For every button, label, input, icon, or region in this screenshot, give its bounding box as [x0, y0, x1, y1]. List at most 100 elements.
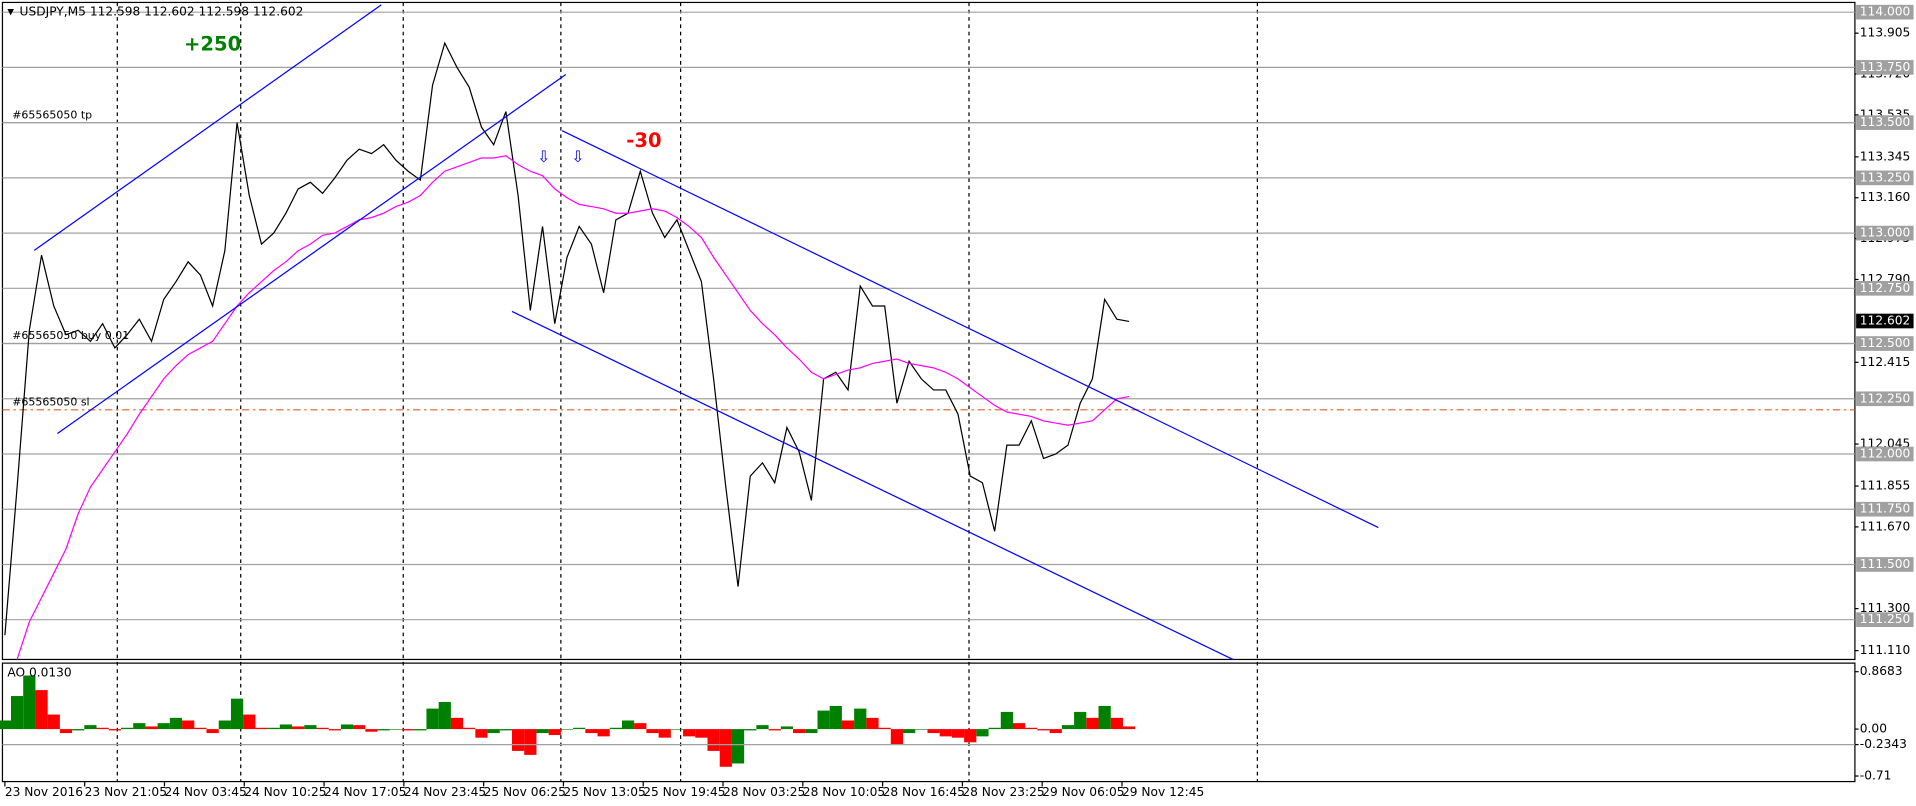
ao-bar — [426, 708, 439, 730]
ao-bar — [915, 729, 928, 730]
ao-bar — [646, 729, 659, 734]
ao-bar — [10, 696, 24, 730]
level-label: 111.750 — [1860, 502, 1910, 516]
ao-bar — [1122, 726, 1136, 730]
ao-bar — [683, 729, 696, 737]
ao-bar — [658, 729, 671, 738]
ao-bar — [1037, 729, 1050, 731]
y-tick-label: 113.345 — [1860, 149, 1910, 163]
ao-bar — [927, 729, 940, 734]
level-label: 113.500 — [1860, 115, 1910, 129]
level-label: 112.000 — [1860, 447, 1910, 461]
level-label: 113.750 — [1860, 60, 1910, 74]
ao-bar — [157, 723, 170, 730]
y-tick-label: 0.8683 — [1860, 664, 1903, 678]
ao-bar — [169, 717, 183, 730]
y-tick-label: 111.855 — [1860, 479, 1910, 493]
levels: #65565050 tp #65565050 buy 0.01 #65565050 … — [2, 11, 1855, 621]
x-tick-label: 28 Nov 23:25 — [962, 785, 1044, 799]
x-tick-label: 24 Nov 23:45 — [404, 785, 486, 799]
ao-bar — [292, 726, 305, 730]
ao-bar — [511, 729, 525, 751]
ao-bar — [402, 729, 415, 731]
ao-bar — [609, 727, 622, 730]
ao-bar — [988, 727, 1001, 730]
channel-line — [57, 73, 567, 435]
level-box — [1856, 4, 1914, 20]
ao-bar — [1049, 729, 1062, 734]
ao-bar — [84, 725, 97, 730]
ao-bar — [964, 729, 977, 743]
ao-bar — [133, 723, 146, 730]
chart-title: USDJPY,M5 112.598 112.602 112.598 112.60… — [20, 5, 304, 19]
level-label: 112.500 — [1860, 336, 1910, 350]
ao-bar — [780, 726, 794, 730]
ao-bar — [182, 720, 195, 730]
ao-bar — [194, 727, 207, 730]
trend-lines — [33, 4, 1379, 661]
level-box — [1856, 60, 1914, 75]
ao-bar — [524, 729, 537, 755]
ao-bar — [23, 675, 36, 730]
level-box — [1856, 225, 1914, 241]
ao-bar — [793, 729, 806, 734]
ao-bar — [573, 727, 586, 730]
x-tick-label: 29 Nov 06:05 — [1042, 785, 1124, 799]
level-box — [1856, 280, 1914, 296]
x-tick-label: 25 Nov 19:45 — [643, 785, 725, 799]
ao-bar — [1110, 717, 1123, 730]
level-box — [1856, 612, 1914, 628]
level-box — [1856, 115, 1914, 130]
ao-bar — [878, 727, 891, 730]
ao-bar — [731, 729, 745, 764]
ao-bar — [744, 729, 757, 731]
ao-bar — [1086, 717, 1099, 730]
ao-bar — [670, 729, 684, 730]
ao-bar — [389, 729, 403, 730]
ao-bar — [939, 729, 952, 737]
ao-bar — [72, 729, 85, 731]
channel-line — [511, 310, 1234, 661]
price-line — [4, 41, 1130, 636]
ao-bar — [414, 729, 427, 731]
ao-bar — [976, 729, 989, 737]
x-tick-label: 25 Nov 06:25 — [484, 785, 566, 799]
ao-bar — [756, 725, 769, 730]
ao-title: AO 0.0130 — [7, 665, 71, 679]
x-tick-label: 28 Nov 03:25 — [723, 785, 805, 799]
ao-bar — [450, 717, 464, 730]
y-tick-label: -0.71 — [1860, 769, 1892, 783]
x-tick-label: 23 Nov 21:05 — [85, 785, 167, 799]
ao-bar — [585, 729, 598, 734]
ao-bar — [1061, 725, 1075, 730]
ao-bar — [634, 723, 647, 730]
ao-bar — [463, 727, 476, 730]
ao-bar — [377, 729, 390, 731]
ao-bar — [108, 729, 121, 731]
y-tick-label: 111.110 — [1860, 643, 1910, 657]
ao-bar — [817, 710, 830, 730]
ao-bar — [218, 720, 231, 730]
x-tick-label: 23 Nov 2016 — [5, 785, 83, 799]
ao-bar — [243, 714, 256, 730]
ao-bar — [340, 724, 354, 730]
current-price-label: 112.602 — [1860, 314, 1910, 328]
y-tick-label: 0.00 — [1860, 722, 1887, 736]
x-tick-label: 24 Nov 10:25 — [244, 785, 326, 799]
ao-bar — [438, 701, 451, 730]
ao-bar — [1012, 723, 1026, 730]
ao-bar — [890, 729, 904, 745]
annotation: -30 — [626, 129, 661, 152]
level-box — [1856, 501, 1914, 517]
ao-bar — [499, 729, 512, 731]
ao-bar — [316, 727, 329, 730]
level-box — [1856, 391, 1914, 407]
y-tick-label: 112.415 — [1860, 355, 1910, 369]
ao-bar — [829, 705, 842, 730]
ao-bar — [279, 724, 293, 730]
price-line — [16, 155, 1130, 660]
ao-bar — [719, 729, 732, 767]
